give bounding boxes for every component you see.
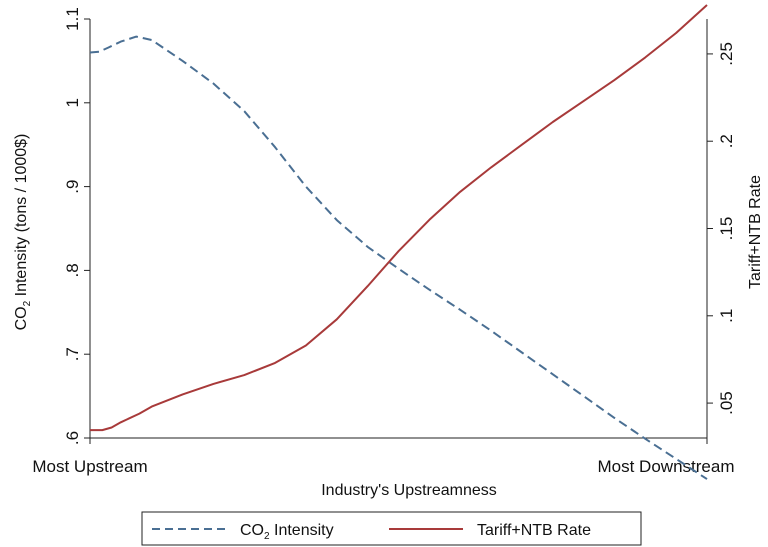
x-tick-label-most-upstream: Most Upstream: [32, 457, 147, 476]
y-axis-left-title: CO2 Intensity (tons / 1000$): [13, 134, 33, 331]
y-left-tick-label: 1: [63, 98, 82, 107]
legend-label-tariff-ntb-rate: Tariff+NTB Rate: [477, 522, 591, 539]
y-axis-right-title: Tariff+NTB Rate: [747, 175, 764, 289]
series-line-tariff-ntb-rate: [90, 4, 708, 432]
legend: CO2 Intensity Tariff+NTB Rate: [141, 511, 642, 546]
y-right-tick-label: .15: [717, 217, 736, 241]
legend-label-co2-intensity: CO2 Intensity: [240, 522, 334, 542]
series-line-co2-intensity: [89, 35, 708, 480]
y-left-tick-label: .7: [63, 347, 82, 361]
y-left-tick-label: 1.1: [63, 7, 82, 31]
series-layer: [89, 4, 708, 480]
y-right-tick-label: .1: [717, 309, 736, 323]
y-right-tick-label: .05: [717, 391, 736, 415]
x-tick-label-most-downstream: Most Downstream: [598, 457, 735, 476]
x-axis-title: Industry's Upstreamness: [321, 482, 497, 499]
y-left-tick-label: .9: [63, 180, 82, 194]
y-left-tick-label: .6: [63, 431, 82, 445]
y-right-tick-label: .2: [717, 134, 736, 148]
y-left-tick-label: .8: [63, 263, 82, 277]
y-right-tick-label: .25: [717, 42, 736, 66]
axes: .6 .7 .8 .9 1 1.1 .05 .1 .15 .2 .25 Most Upstream Mo…: [32, 7, 736, 476]
